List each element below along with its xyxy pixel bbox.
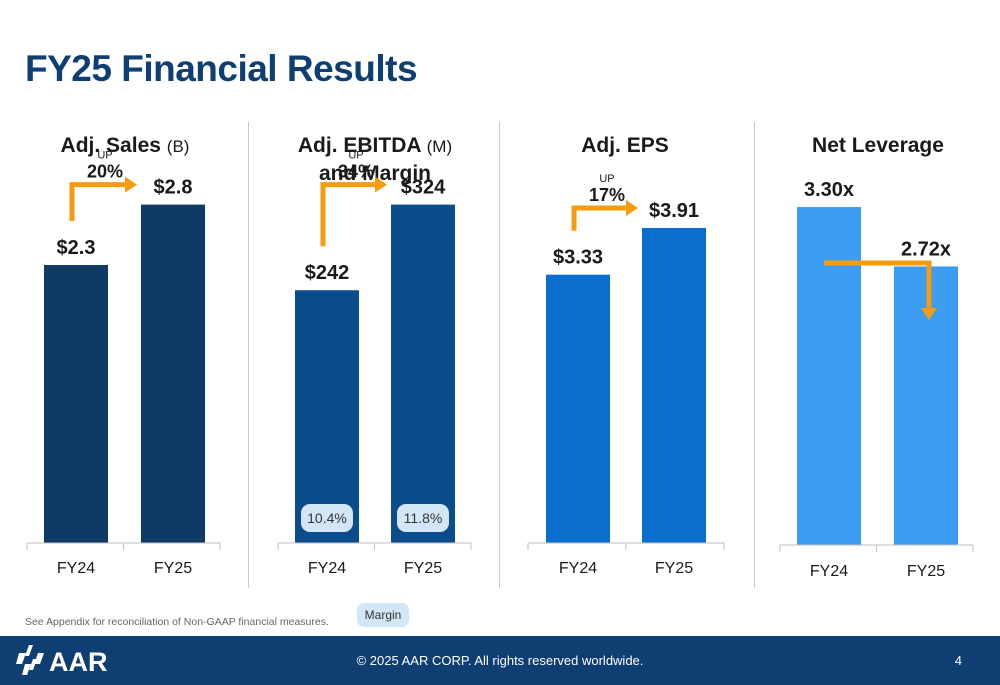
x-tick-label: FY25 [404, 560, 442, 577]
x-tick-label: FY24 [57, 560, 95, 577]
aar-logo: AAR [16, 645, 108, 677]
chart-title-text: Adj. EPS [581, 134, 669, 157]
chart-title: Adj. Sales (B) [0, 132, 250, 160]
up-arrow-head [125, 176, 137, 193]
bar-fy24 [295, 290, 359, 543]
chart-plot: 3.30x FY24 2.72x FY25 [779, 179, 974, 580]
data-label: $242 [305, 262, 350, 284]
change-percent: 34% [338, 162, 374, 182]
chart-subtitle: and Margin [318, 162, 431, 185]
up-arrow-head [626, 199, 638, 216]
chart-title-text: Adj. Sales [60, 134, 161, 157]
change-percent: 17% [589, 185, 625, 205]
down-arrow [824, 260, 932, 310]
data-label: $3.33 [553, 247, 603, 269]
margin-label: 10.4% [307, 510, 347, 526]
chart-unit: (M) [426, 137, 453, 156]
data-label: 3.30x [804, 179, 854, 201]
chart-title: Adj. EPS [500, 132, 750, 159]
adj-ebitda-chart: Adj. EBITDA (M) and Margin $242 FY24 $324 F… [250, 120, 500, 590]
data-label: 2.72x [901, 238, 951, 260]
change-direction: UP [97, 150, 112, 162]
x-tick-label: FY24 [308, 560, 346, 577]
margin-pill [301, 504, 353, 532]
chart-title: Adj. EBITDA (M) and Margin [250, 132, 500, 187]
divider [499, 122, 500, 588]
up-arrow-head [375, 176, 387, 193]
copyright-text: © 2025 AAR CORP. All rights reserved wor… [356, 653, 644, 668]
x-tick-label: FY25 [154, 560, 192, 577]
adj-eps-chart: Adj. EPS $3.33 FY24 $3.91 FY25 UP 17% [500, 120, 750, 590]
bar-fy25 [141, 204, 205, 543]
data-label: $3.91 [649, 200, 699, 222]
chart-title: Net Leverage [753, 132, 1000, 159]
chart-unit: (B) [166, 137, 190, 156]
chart-title-text: Adj. EBITDA [297, 134, 421, 157]
footer: AAR © 2025 AAR CORP. All rights reserved… [0, 636, 1000, 685]
footnote: See Appendix for reconciliation of Non-G… [25, 616, 329, 628]
x-tick-label: FY25 [907, 563, 945, 580]
down-arrow-head [921, 308, 937, 320]
net-leverage-chart: Net Leverage 3.30x FY24 2.72x FY25 [753, 120, 1000, 590]
chart-title-text: Net Leverage [812, 134, 944, 157]
up-arrow [571, 205, 628, 231]
x-tick-label: FY24 [810, 563, 848, 580]
bar-fy24 [546, 274, 610, 543]
change-direction: UP [599, 173, 614, 185]
x-tick-label: FY24 [559, 560, 597, 577]
page-number: 4 [954, 653, 962, 668]
divider [248, 122, 249, 588]
data-label: $2.3 [57, 237, 96, 259]
page-title: FY25 Financial Results [25, 48, 418, 89]
up-arrow [320, 182, 377, 247]
margin-pill [397, 504, 449, 532]
bar-fy25 [642, 227, 706, 544]
aar-logo-text: AAR [49, 647, 108, 677]
bar-fy24 [44, 265, 108, 543]
change-direction: UP [348, 150, 363, 162]
divider [754, 122, 755, 588]
margin-label: 11.8% [404, 510, 443, 526]
adj-sales-chart: Adj. Sales (B) $2.3 FY24 $2.8 FY25 UP 20% [0, 120, 250, 590]
up-arrow [69, 182, 127, 222]
data-label: $324 [401, 177, 446, 199]
bar-fy25 [391, 204, 455, 543]
aar-logo-mark [16, 645, 44, 675]
data-label: $2.8 [154, 177, 193, 199]
change-percent: 20% [87, 162, 123, 182]
bar-fy24 [797, 207, 861, 545]
x-tick-label: FY25 [655, 560, 693, 577]
margin-legend: Margin [357, 603, 409, 627]
